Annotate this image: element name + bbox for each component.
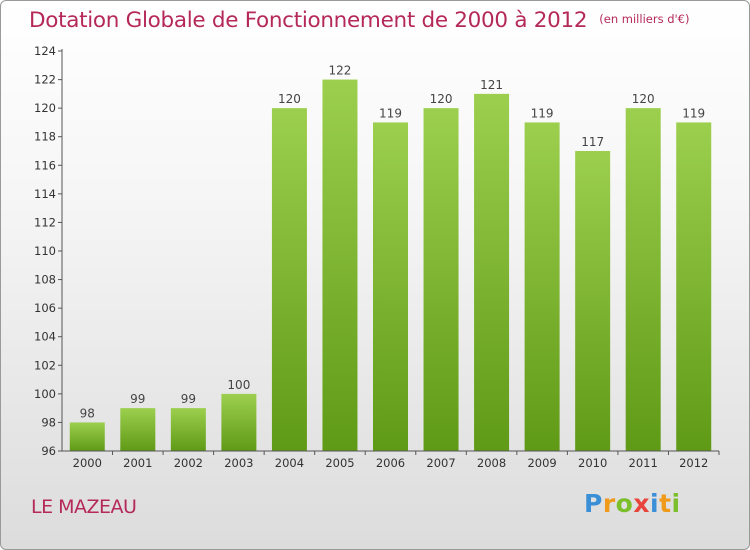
bar <box>625 108 661 452</box>
y-tick-label: 104 <box>34 330 56 344</box>
bar <box>221 393 257 451</box>
bar <box>676 122 712 451</box>
data-label: 119 <box>531 106 554 120</box>
chart-title-text: Dotation Globale de Fonctionnement de 20… <box>29 8 588 33</box>
x-tick-label: 2005 <box>325 456 354 470</box>
x-tick-label: 2000 <box>73 456 102 470</box>
data-label: 120 <box>430 92 453 106</box>
x-tick-label: 2009 <box>527 456 556 470</box>
axes-group: 2000 2001 2002 2003 2004 2005 2006 2007 2008 2009… <box>34 44 720 470</box>
x-tick-label: 2006 <box>376 456 405 470</box>
bar <box>322 79 358 452</box>
x-tick-label: 2010 <box>578 456 607 470</box>
bar <box>575 151 611 451</box>
bar <box>271 108 307 452</box>
y-tick-label: 96 <box>41 444 56 458</box>
x-tick-label: 2012 <box>679 456 708 470</box>
y-tick-label: 102 <box>34 358 56 372</box>
y-tick-label: 106 <box>34 301 56 315</box>
y-tick-label: 124 <box>34 44 56 58</box>
x-tick-label: 2001 <box>123 456 152 470</box>
data-label: 98 <box>80 406 95 420</box>
proxiti-logo: Proxiti <box>584 489 681 518</box>
logo-letter: i <box>650 489 660 518</box>
logo-letter: o <box>615 489 634 518</box>
y-tick-label: 120 <box>34 101 56 115</box>
bar <box>373 122 408 451</box>
bar <box>423 108 459 452</box>
x-tick-label: 2002 <box>174 456 203 470</box>
y-tick-label: 100 <box>34 387 56 401</box>
x-tick-label: 2008 <box>477 456 506 470</box>
data-label: 119 <box>682 106 705 120</box>
logo-letter: r <box>602 489 616 518</box>
commune-name: LE MAZEAU <box>31 496 137 518</box>
bar <box>524 122 560 451</box>
chart-title: Dotation Globale de Fonctionnement de 20… <box>29 8 689 33</box>
data-label: 120 <box>632 92 655 106</box>
y-tick-label: 116 <box>34 158 56 172</box>
data-label: 100 <box>227 378 250 392</box>
bar <box>120 408 156 451</box>
x-tick-label: 2004 <box>275 456 304 470</box>
x-tick-label: 2011 <box>629 456 658 470</box>
data-label: 99 <box>181 392 196 406</box>
y-tick-label: 98 <box>41 415 56 429</box>
bars-group: 98 99 99 100 120 122 119 120 121 119 117 120 119 <box>69 64 712 452</box>
y-tick-label: 108 <box>34 273 56 287</box>
logo-letter: P <box>584 489 603 518</box>
data-label: 99 <box>130 392 145 406</box>
y-tick-label: 112 <box>34 215 56 229</box>
data-label: 122 <box>329 64 352 78</box>
bar <box>474 93 510 451</box>
data-label: 120 <box>278 92 301 106</box>
data-label: 121 <box>480 78 503 92</box>
x-tick-label: 2007 <box>426 456 455 470</box>
logo-letter: x <box>633 489 650 518</box>
data-label: 119 <box>379 106 402 120</box>
y-tick-label: 122 <box>34 73 56 87</box>
chart-subtitle: (en milliers d'€) <box>599 12 690 26</box>
bar <box>170 408 206 451</box>
y-tick-label: 114 <box>34 187 56 201</box>
data-label: 117 <box>581 135 604 149</box>
y-tick-label: 110 <box>34 244 56 258</box>
x-tick-label: 2003 <box>224 456 253 470</box>
logo-letter: i <box>671 489 681 518</box>
bar <box>69 422 105 451</box>
logo-letter: t <box>659 489 672 518</box>
y-tick-label: 118 <box>34 130 56 144</box>
